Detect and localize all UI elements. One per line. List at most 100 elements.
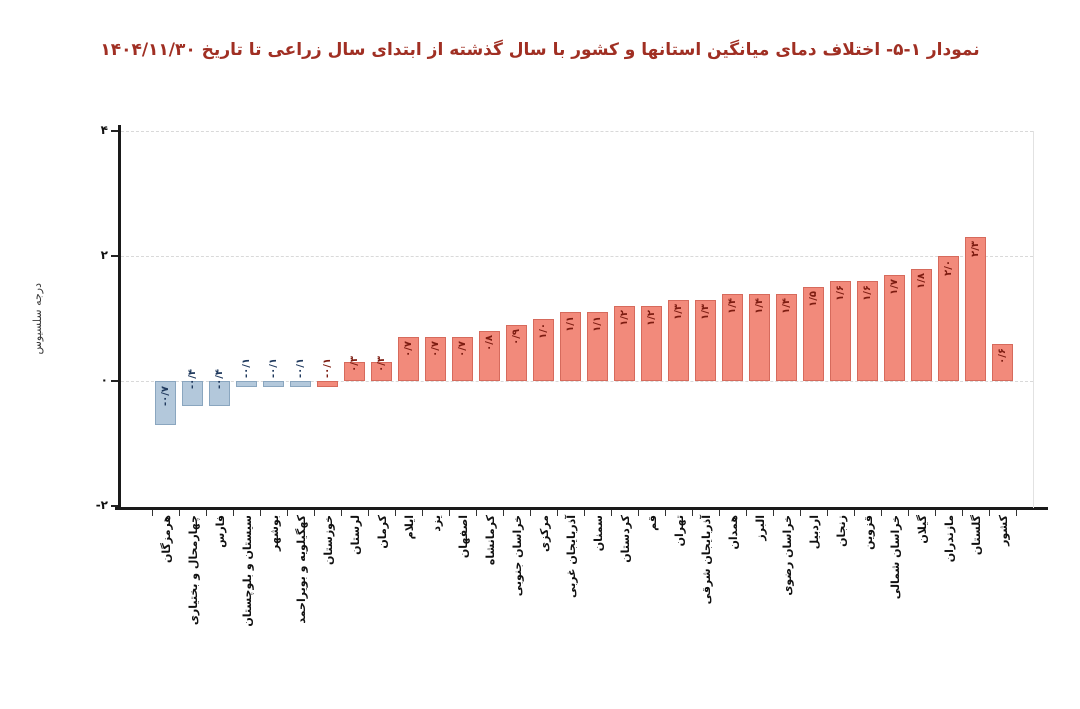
x-tick-label: اردبیل (807, 515, 821, 550)
bar-value-label: -۰/۱ (294, 358, 306, 379)
bar (884, 274, 905, 381)
x-tick-label: مرکزی (537, 515, 551, 552)
y-tick-mark (111, 505, 118, 507)
bar-value-label: ۱/۴ (780, 297, 792, 314)
x-tick-mark (908, 510, 909, 516)
bar (938, 256, 959, 381)
y-tick-mark (111, 130, 118, 132)
bar-value-label: ۱/۲ (645, 310, 657, 326)
x-tick-label: زنجان (834, 515, 848, 547)
x-tick-label: سمنان (591, 515, 605, 552)
bar (992, 343, 1013, 381)
bar-value-label: -۰/۱ (321, 358, 333, 379)
bar (749, 293, 770, 381)
bar (641, 306, 662, 381)
bar-value-label: ۰/۷ (429, 341, 441, 358)
bar (533, 318, 554, 381)
bar (182, 381, 203, 406)
x-tick-mark (746, 510, 747, 516)
bar-value-label: ۱/۷ (888, 278, 900, 295)
x-tick-mark (692, 510, 693, 516)
bar (668, 299, 689, 381)
bar-value-label: ۰/۸ (483, 335, 495, 351)
x-tick-label: یزد (429, 515, 443, 532)
y-tick-label: ۲ (100, 248, 108, 262)
bar (506, 324, 527, 381)
x-tick-label: فارس (213, 515, 227, 548)
bar-value-label: ۰/۶ (996, 347, 1008, 364)
bar-value-label: ۱/۳ (699, 303, 711, 320)
chart-title: نمودار ۱-۵- اختلاف دمای میانگین استانها … (100, 40, 980, 60)
bar (695, 299, 716, 381)
x-tick-label: کشور (996, 515, 1010, 546)
x-tick-mark (152, 510, 153, 516)
plot-right-border (1033, 131, 1034, 508)
x-tick-mark (989, 510, 990, 516)
bar (911, 268, 932, 381)
x-tick-label: هرمزگان (159, 515, 173, 564)
x-tick-mark (1016, 510, 1017, 516)
x-tick-label: بوشهر (267, 515, 281, 551)
x-tick-label: گلستان (969, 515, 983, 556)
bar-value-label: ۰/۹ (510, 328, 522, 345)
x-tick-label: آذربایجان غربی (564, 515, 578, 599)
x-tick-label: اصفهان (456, 515, 470, 559)
x-tick-mark (935, 510, 936, 516)
y-tick-mark (111, 380, 118, 382)
bar-value-label: ۰/۳ (348, 355, 360, 372)
bar-value-label: ۱/۶ (861, 285, 873, 301)
x-tick-mark (395, 510, 396, 516)
x-tick-mark (800, 510, 801, 516)
x-tick-mark (503, 510, 504, 516)
x-tick-label: قم (645, 515, 659, 531)
x-tick-label: البرز (753, 515, 767, 541)
bar-value-label: ۲/۳ (969, 241, 981, 258)
bar-value-label: ۱/۴ (726, 297, 738, 314)
bar (290, 381, 311, 388)
x-axis-line (115, 507, 1048, 510)
x-tick-label: مازندران (942, 515, 956, 563)
bar (263, 381, 284, 388)
bar (425, 337, 446, 381)
x-tick-mark (314, 510, 315, 516)
x-tick-mark (638, 510, 639, 516)
bar (344, 362, 365, 381)
x-tick-mark (260, 510, 261, 516)
bar-value-label: ۱/۰ (537, 322, 549, 339)
x-tick-mark (530, 510, 531, 516)
x-tick-mark (584, 510, 585, 516)
x-tick-mark (287, 510, 288, 516)
bar (587, 312, 608, 381)
bar (560, 312, 581, 381)
x-tick-label: همدان (726, 515, 740, 550)
bar-value-label: ۱/۸ (915, 272, 927, 289)
bar (236, 381, 257, 388)
x-tick-label: قزوین (861, 515, 875, 550)
x-tick-label: کردستان (618, 515, 632, 563)
x-tick-mark (449, 510, 450, 516)
x-tick-label: تهران (672, 515, 686, 547)
bar-value-label: ۱/۱ (591, 316, 603, 333)
x-tick-mark (881, 510, 882, 516)
y-tick-mark (111, 255, 118, 257)
bar-value-label: ۱/۳ (672, 303, 684, 320)
gridline (121, 381, 1033, 382)
x-tick-label: سیستان و بلوچستان (240, 515, 254, 627)
bar-value-label: ۱/۱ (564, 316, 576, 333)
x-tick-label: کرمان (375, 515, 389, 549)
x-tick-label: کرمانشاه (483, 515, 497, 566)
bar (398, 337, 419, 381)
y-tick-label: ۰ (100, 373, 108, 387)
x-tick-label: لرستان (348, 515, 362, 555)
x-tick-mark (368, 510, 369, 516)
bar (830, 281, 851, 381)
x-tick-mark (611, 510, 612, 516)
x-tick-mark (422, 510, 423, 516)
x-tick-label: خراسان رضوی (780, 515, 794, 596)
x-tick-label: چهارمحال و بختیاری (186, 515, 200, 626)
x-tick-mark (476, 510, 477, 516)
bar (722, 293, 743, 381)
bar-value-label: ۲/۰ (942, 260, 954, 276)
bar (209, 381, 230, 406)
x-tick-mark (854, 510, 855, 516)
